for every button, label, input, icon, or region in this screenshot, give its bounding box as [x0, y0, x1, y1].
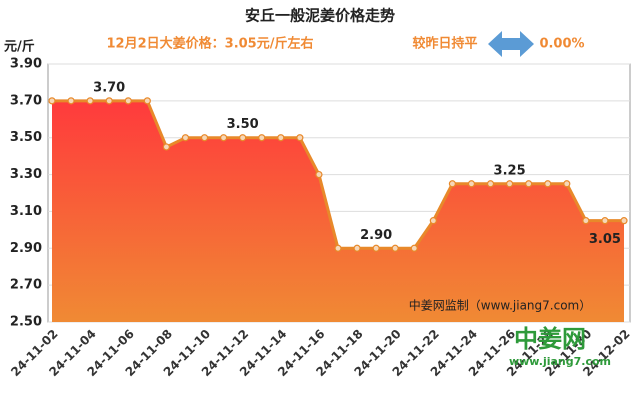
value-label: 3.05 — [589, 232, 621, 247]
y-tick-label: 3.10 — [10, 204, 42, 219]
area — [52, 100, 624, 322]
point — [429, 217, 437, 225]
point — [277, 134, 285, 142]
value-label: 3.70 — [93, 80, 125, 95]
point — [506, 180, 514, 188]
y-tick-label: 2.50 — [10, 315, 42, 330]
point — [48, 97, 56, 105]
logo: 中姜网 — [514, 325, 586, 353]
point — [353, 244, 361, 252]
point — [67, 97, 75, 105]
point — [525, 180, 533, 188]
point — [200, 134, 209, 142]
y-axis-label: 元/斤 — [4, 39, 35, 55]
point — [334, 244, 342, 252]
point — [124, 97, 132, 105]
point — [544, 180, 552, 188]
y-tick-label: 2.90 — [10, 241, 42, 256]
point — [143, 97, 151, 105]
y-tick-label: 3.50 — [10, 130, 42, 145]
point — [601, 217, 609, 225]
point — [486, 180, 495, 188]
point — [315, 170, 323, 179]
point — [105, 97, 113, 105]
y-tick-label: 3.90 — [10, 57, 42, 72]
point — [372, 244, 380, 252]
flat-arrow — [488, 31, 534, 57]
value-label: 3.25 — [494, 163, 526, 178]
point — [467, 180, 476, 188]
y-tick-label: 2.70 — [10, 278, 42, 293]
y-tick-label: 3.30 — [10, 167, 42, 182]
value-label: 2.90 — [360, 228, 392, 243]
point — [448, 180, 456, 188]
logo-url: www.jiang7.com — [509, 355, 611, 368]
point — [410, 244, 418, 252]
headline: 12月2日大姜价格：3.05元/斤左右 — [107, 36, 314, 52]
watermark: 中姜网监制（www.jiang7.com） — [409, 298, 591, 313]
point — [181, 134, 190, 142]
point — [391, 244, 399, 252]
value-label: 3.50 — [227, 117, 259, 132]
point — [296, 134, 304, 142]
point — [239, 134, 247, 142]
point — [620, 217, 628, 225]
point — [582, 217, 590, 225]
point — [220, 134, 228, 142]
chart-title: 安丘一般泥姜价格走势 — [245, 7, 395, 25]
point — [563, 180, 571, 188]
change-text: 较昨日持平 — [412, 36, 477, 52]
point — [258, 134, 266, 142]
y-tick-label: 3.70 — [10, 93, 42, 108]
point — [86, 97, 94, 105]
change-value: 0.00% — [539, 37, 584, 52]
point — [162, 143, 170, 151]
